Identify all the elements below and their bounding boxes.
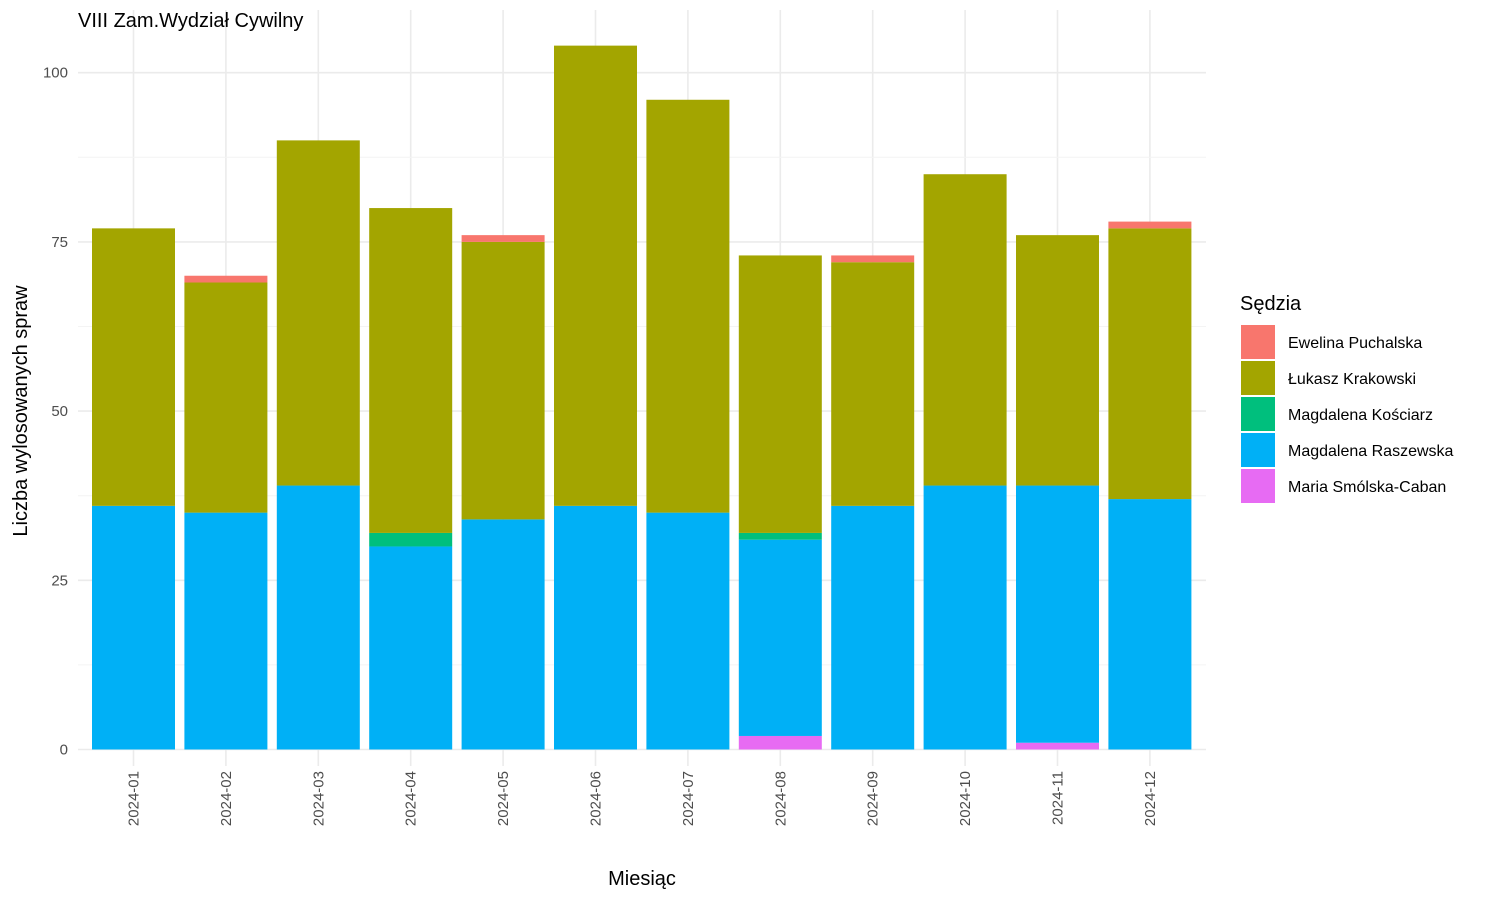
y-tick-label: 50 bbox=[51, 403, 68, 420]
bar-segment: 2024-03 — Łukasz Krakowski: 51 bbox=[276, 140, 360, 486]
legend-key bbox=[1241, 469, 1275, 503]
x-tick-label: 2024-03 bbox=[310, 771, 327, 826]
y-tick-label: 75 bbox=[51, 234, 68, 251]
bar-segment: 2024-12 — Magdalena Raszewska: 37 bbox=[1108, 499, 1192, 750]
legend-label: Magdalena Kościarz bbox=[1288, 407, 1433, 424]
legend-key bbox=[1241, 397, 1275, 431]
legend-label: Magdalena Raszewska bbox=[1288, 443, 1454, 460]
legend: Sędzia Ewelina Puchalska Łukasz Krakowski… bbox=[1240, 293, 1454, 503]
y-tick-label: 0 bbox=[60, 742, 68, 759]
legend-key bbox=[1241, 325, 1275, 359]
bar-segment: 2024-12 — Łukasz Krakowski: 40 bbox=[1108, 228, 1192, 500]
bar-segment: 2024-04 — Magdalena Kościarz: 2 bbox=[369, 532, 453, 547]
x-tick-label: 2024-02 bbox=[218, 771, 235, 826]
x-tick-label: 2024-07 bbox=[680, 771, 697, 826]
bar-segment: 2024-07 — Łukasz Krakowski: 61 bbox=[646, 99, 730, 513]
bar-segment: 2024-11 — Magdalena Raszewska: 38 bbox=[1016, 485, 1099, 743]
bar-segment: 2024-06 — Magdalena Raszewska: 36 bbox=[554, 505, 637, 750]
legend-key bbox=[1241, 433, 1275, 467]
legend-key bbox=[1241, 361, 1275, 395]
bar-segment: 2024-11 — Łukasz Krakowski: 37 bbox=[1016, 235, 1099, 486]
bar-segment: 2024-02 — Ewelina Puchalska: 1 bbox=[184, 275, 268, 283]
bar-segment: 2024-08 — Magdalena Kościarz: 1 bbox=[738, 532, 822, 540]
y-axis-ticks: 0 25 50 75 100 bbox=[43, 65, 68, 759]
bar-segment: 2024-05 — Łukasz Krakowski: 41 bbox=[461, 241, 545, 520]
legend-title: Sędzia bbox=[1240, 293, 1302, 315]
bar-segment: 2024-02 — Łukasz Krakowski: 34 bbox=[184, 282, 268, 513]
legend-label: Maria Smólska-Caban bbox=[1288, 479, 1446, 496]
legend-label: Łukasz Krakowski bbox=[1288, 371, 1416, 388]
bar-segment: 2024-09 — Łukasz Krakowski: 36 bbox=[831, 262, 915, 506]
bar-segment: 2024-09 — Ewelina Puchalska: 1 bbox=[831, 255, 915, 263]
legend-label: Ewelina Puchalska bbox=[1288, 335, 1422, 352]
y-axis-title: Liczba wylosowanych spraw bbox=[10, 285, 32, 537]
bar-segment: 2024-01 — Magdalena Raszewska: 36 bbox=[92, 505, 175, 750]
legend-items: Ewelina Puchalska Łukasz Krakowski Magdale… bbox=[1241, 325, 1454, 503]
x-tick-label: 2024-11 bbox=[1050, 771, 1067, 825]
x-axis-title: Miesiąc bbox=[608, 868, 676, 890]
bar-segment: 2024-11 — Maria Smólska-Caban: 1 bbox=[1016, 742, 1099, 750]
x-tick-label: 2024-06 bbox=[588, 771, 605, 826]
bar-segment: 2024-08 — Maria Smólska-Caban: 2 bbox=[738, 735, 822, 750]
bar-segment: 2024-01 — Łukasz Krakowski: 41 bbox=[92, 228, 175, 506]
bar-segment: 2024-04 — Magdalena Raszewska: 30 bbox=[369, 546, 453, 750]
bar-layer: 2024-01 — Magdalena Raszewska: 362024-01… bbox=[92, 45, 1192, 750]
x-tick-label: 2024-12 bbox=[1142, 771, 1159, 826]
bar-segment: 2024-08 — Magdalena Raszewska: 29 bbox=[738, 539, 822, 736]
bar-segment: 2024-03 — Magdalena Raszewska: 39 bbox=[276, 485, 360, 750]
x-tick-label: 2024-10 bbox=[957, 771, 974, 826]
x-axis-ticks: 2024-01 2024-02 2024-03 2024-04 2024-05 2024-… bbox=[126, 771, 1159, 826]
bar-segment: 2024-04 — Łukasz Krakowski: 48 bbox=[369, 208, 453, 533]
x-tick-label: 2024-04 bbox=[403, 771, 420, 826]
x-tick-label: 2024-08 bbox=[772, 771, 789, 826]
bar-segment: 2024-12 — Ewelina Puchalska: 1 bbox=[1108, 221, 1192, 229]
bar-segment: 2024-05 — Ewelina Puchalska: 1 bbox=[461, 235, 545, 242]
bar-segment: 2024-09 — Magdalena Raszewska: 36 bbox=[831, 505, 915, 750]
bar-segment: 2024-05 — Magdalena Raszewska: 34 bbox=[461, 519, 545, 750]
bar-segment: 2024-10 — Łukasz Krakowski: 46 bbox=[923, 174, 1007, 486]
bar-segment: 2024-10 — Magdalena Raszewska: 39 bbox=[923, 485, 1007, 750]
bar-segment: 2024-08 — Łukasz Krakowski: 41 bbox=[738, 255, 822, 533]
chart-title: VIII Zam.Wydział Cywilny bbox=[78, 10, 303, 32]
y-tick-label: 100 bbox=[43, 65, 68, 82]
x-tick-label: 2024-05 bbox=[495, 771, 512, 826]
y-tick-label: 25 bbox=[51, 572, 68, 589]
x-tick-label: 2024-09 bbox=[865, 771, 882, 826]
bar-segment: 2024-07 — Magdalena Raszewska: 35 bbox=[646, 512, 730, 750]
bar-segment: 2024-06 — Łukasz Krakowski: 68 bbox=[554, 45, 637, 506]
x-tick-label: 2024-01 bbox=[126, 771, 143, 826]
bar-segment: 2024-02 — Magdalena Raszewska: 35 bbox=[184, 512, 268, 750]
